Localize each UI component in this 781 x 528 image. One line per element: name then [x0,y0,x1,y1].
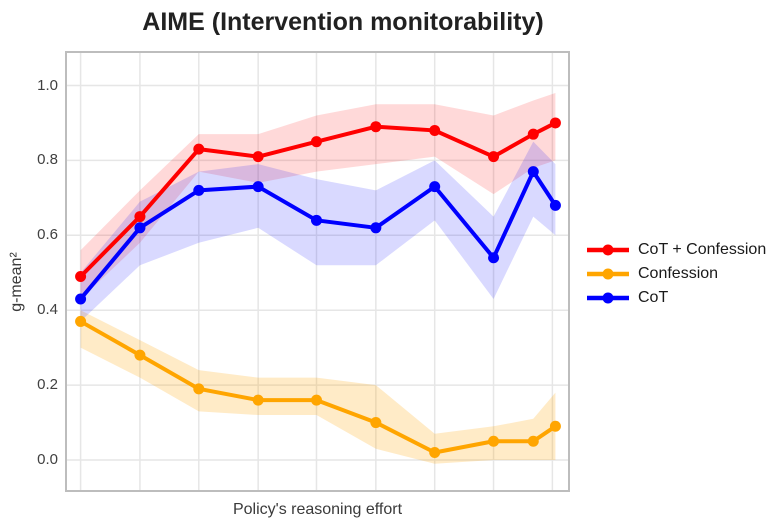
panel-background [66,52,569,491]
data-point [527,166,539,178]
legend-label: CoT + Confession [638,241,767,258]
data-point [134,222,146,234]
data-point [429,181,441,193]
legend-key-line-dot-icon [587,268,629,280]
legend-key-line-dot-icon [587,292,629,304]
data-point [252,181,264,193]
legend: CoT + Confession Confession CoT [586,240,766,308]
legend-item-cot: CoT [586,288,766,308]
data-point [429,124,441,136]
data-point [252,394,264,406]
legend-label: CoT [638,289,669,306]
panel-border [65,51,570,492]
data-point [429,447,441,459]
data-point [549,117,561,129]
data-point [193,184,205,196]
data-point [310,136,322,148]
y-tick-label: 1.0 [37,76,58,94]
data-point [549,420,561,432]
data-point [370,121,382,133]
data-point [488,435,500,447]
series-line-cot [79,169,558,301]
x-axis-label: Policy's reasoning effort [232,501,403,518]
data-point [527,128,539,140]
data-point [549,199,561,211]
data-point [527,435,539,447]
series-line-cot-confession [79,121,557,278]
legend-item-confession: Confession [586,264,766,284]
y-tick-label: 0.6 [37,226,58,244]
legend-item-cot-confession: CoT + Confession [586,240,766,260]
data-point [252,151,264,163]
legend-label: Confession [638,265,719,282]
chart-title: AIME (Intervention monitorability) [142,8,544,36]
series-line-confession [79,319,557,455]
data-point [370,417,382,429]
data-point [75,270,87,282]
data-point [193,383,205,395]
legend-key-line-dot-icon [587,244,629,256]
data-point [75,315,87,327]
ribbon-confession [80,310,556,464]
data-point [134,211,146,223]
y-tick-label: 0.0 [37,451,58,468]
y-tick-label: 0.8 [37,151,58,169]
data-point [488,151,500,163]
data-point [134,349,146,361]
data-point [75,293,87,305]
data-point [193,143,205,155]
data-point [370,222,382,234]
data-point [488,252,500,264]
y-tick-label: 0.2 [37,376,58,394]
y-tick-label: 0.4 [37,301,58,319]
data-point [310,214,322,226]
data-point [310,394,322,406]
